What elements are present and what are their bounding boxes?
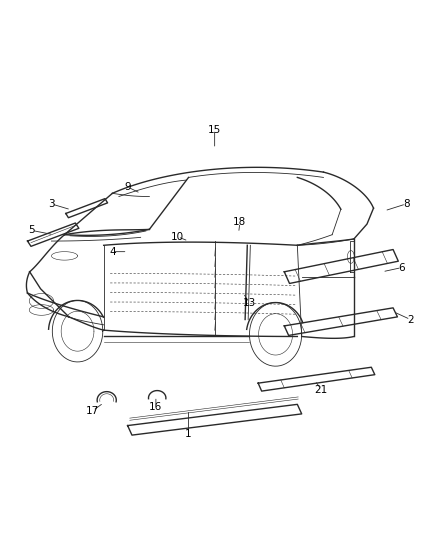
Text: 4: 4 bbox=[109, 247, 116, 257]
Text: 6: 6 bbox=[399, 263, 405, 272]
Text: 17: 17 bbox=[86, 406, 99, 416]
Text: 9: 9 bbox=[124, 182, 131, 192]
Text: 8: 8 bbox=[403, 199, 410, 209]
Text: 3: 3 bbox=[48, 199, 55, 209]
Text: 2: 2 bbox=[407, 314, 414, 325]
Text: 5: 5 bbox=[28, 225, 35, 236]
Text: 16: 16 bbox=[149, 402, 162, 412]
Text: 18: 18 bbox=[233, 217, 247, 228]
Text: 21: 21 bbox=[314, 384, 328, 394]
Text: 1: 1 bbox=[185, 429, 192, 439]
Text: 10: 10 bbox=[171, 232, 184, 242]
Text: 15: 15 bbox=[208, 125, 221, 135]
Text: 13: 13 bbox=[243, 297, 256, 308]
